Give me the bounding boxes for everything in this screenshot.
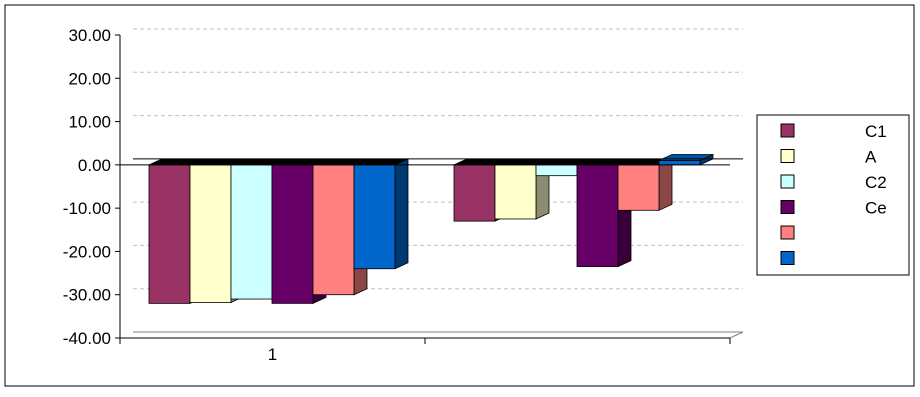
- y-tick-label: -40.00: [63, 329, 111, 348]
- bar-front: [312, 164, 355, 296]
- bar: [353, 158, 409, 270]
- axes: 30.00 20.00 10.00 0.00 -10.00 -20.00 -30.00 -40…: [63, 26, 743, 364]
- bar-front: [617, 164, 660, 211]
- bar-front: [576, 164, 619, 267]
- legend-label: C1: [865, 122, 887, 141]
- y-tick-label: -10.00: [63, 199, 111, 218]
- legend-swatch: [780, 200, 795, 214]
- legend-swatch: [780, 225, 795, 240]
- y-tick-label: 30.00: [68, 26, 111, 45]
- bar: [617, 158, 673, 211]
- bar-front: [230, 164, 273, 300]
- y-tick-label: -30.00: [63, 286, 111, 305]
- y-tick-label: 0.00: [78, 156, 111, 175]
- legend-swatch: [780, 123, 795, 138]
- bar-front: [453, 164, 496, 222]
- legend-swatch: [780, 149, 795, 163]
- legend: C1 A C2 Ce: [756, 114, 910, 276]
- bar-front: [353, 164, 396, 270]
- bar-front: [148, 164, 191, 304]
- legend-label: A: [865, 148, 877, 167]
- legend-swatch: [780, 174, 795, 189]
- y-tick-label: 10.00: [68, 113, 111, 132]
- y-tick-label: -20.00: [63, 242, 111, 261]
- legend-box: [756, 114, 910, 276]
- y-tick-label: 20.00: [68, 69, 111, 88]
- bars: [148, 153, 714, 304]
- bar-side: [658, 158, 673, 211]
- legend-label: C2: [865, 173, 887, 192]
- x-tick-label: 1: [268, 345, 277, 364]
- legend-label: Ce: [865, 199, 887, 218]
- bar-front: [189, 164, 232, 303]
- bar-front: [271, 164, 314, 304]
- bar-side: [394, 158, 409, 270]
- legend-swatch: [780, 251, 795, 265]
- bar-front: [535, 164, 578, 177]
- bar-front: [494, 164, 537, 220]
- bar-front: [658, 160, 701, 166]
